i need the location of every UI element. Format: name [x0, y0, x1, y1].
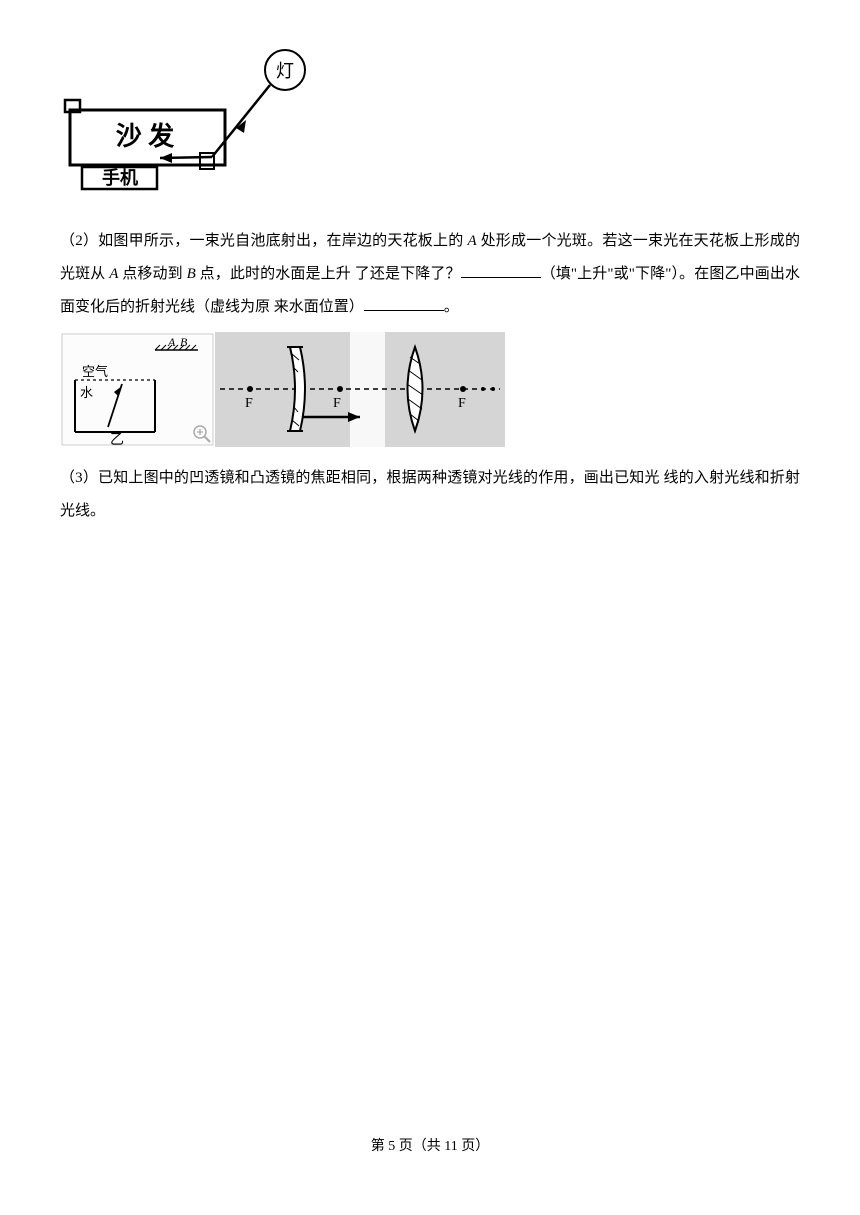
svg-text:B: B [180, 335, 188, 349]
svg-text:空气: 空气 [82, 364, 108, 379]
sofa-label: 沙 发 [116, 121, 175, 151]
figure-sofa-lamp: 灯 沙 发 手机 [60, 45, 800, 205]
q2-point-a: A [467, 233, 476, 249]
q2-part1: （2）如图甲所示，一束光自池底射出，在岸边的天花板上的 [60, 233, 467, 249]
q2-part3: 点移动到 [118, 266, 186, 282]
page-footer: 第 5 页（共 11 页） [0, 1135, 860, 1155]
question-3-text: （3）已知上图中的凹透镜和凸透镜的焦距相同，根据两种透镜对光线的作用，画出已知光… [60, 462, 800, 528]
svg-text:乙: 乙 [110, 432, 124, 447]
blank-2[interactable] [364, 293, 444, 311]
figure-optics-row: A B 空气 水 乙 [60, 332, 800, 447]
svg-text:F: F [333, 396, 341, 411]
svg-text:F: F [458, 396, 466, 411]
figure-water-refraction: A B 空气 水 乙 [60, 332, 215, 447]
q2-point-b: B [187, 266, 196, 282]
question-2-text: （2）如图甲所示，一束光自池底射出，在岸边的天花板上的 A 处形成一个光斑。若这… [60, 225, 800, 324]
svg-text:水: 水 [80, 385, 93, 400]
phone-label: 手机 [102, 167, 138, 188]
svg-text:A: A [167, 335, 176, 349]
footer-text: 第 5 页（共 11 页） [371, 1139, 489, 1154]
svg-text:F: F [245, 396, 253, 411]
q3-text: （3）已知上图中的凹透镜和凸透镜的焦距相同，根据两种透镜对光线的作用，画出已知光… [60, 470, 800, 519]
lamp-label: 灯 [276, 61, 294, 81]
blank-1[interactable] [461, 260, 541, 278]
q2-part6: 。 [444, 299, 459, 315]
figure-lenses: F F F [215, 332, 505, 447]
q2-part4: 点，此时的水面是上升 了还是下降了？ [196, 266, 461, 282]
